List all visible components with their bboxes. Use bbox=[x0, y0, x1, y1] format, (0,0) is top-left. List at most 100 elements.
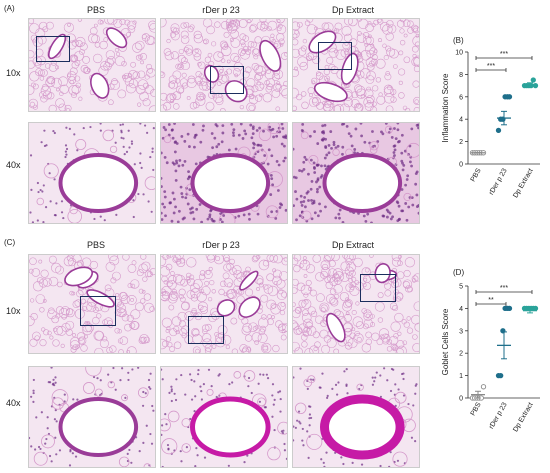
cell-nucleus bbox=[329, 130, 333, 133]
alveolus bbox=[329, 277, 338, 286]
cell-nucleus bbox=[163, 190, 167, 194]
cell-nucleus bbox=[281, 127, 285, 130]
alveolus bbox=[168, 304, 175, 311]
airway bbox=[105, 27, 128, 49]
cell-nucleus bbox=[165, 161, 169, 165]
cell-nucleus bbox=[304, 158, 308, 162]
alveolus bbox=[414, 322, 419, 332]
alveolus bbox=[281, 88, 287, 99]
alveolus bbox=[411, 275, 419, 283]
alveolus bbox=[104, 19, 115, 25]
airway-lumen bbox=[58, 153, 139, 213]
cell-nucleus bbox=[381, 132, 385, 136]
cell-nucleus bbox=[45, 437, 48, 441]
cell-nucleus bbox=[247, 212, 251, 216]
alveolus bbox=[391, 257, 402, 267]
alveolus bbox=[187, 278, 196, 287]
alveolus bbox=[195, 95, 206, 106]
cell-nucleus bbox=[393, 127, 396, 130]
alveolus bbox=[45, 77, 56, 88]
cell-nucleus bbox=[210, 132, 214, 135]
alveolus bbox=[121, 74, 127, 79]
alveolus bbox=[119, 291, 127, 299]
alveolus bbox=[383, 54, 389, 61]
alveolus bbox=[29, 71, 40, 82]
cell-nucleus bbox=[371, 130, 374, 133]
cell-nucleus bbox=[327, 144, 331, 147]
alveolus bbox=[163, 280, 168, 285]
alveolus bbox=[256, 81, 261, 86]
cell-nucleus bbox=[345, 124, 349, 128]
alveolus bbox=[193, 33, 204, 44]
cell-nucleus bbox=[371, 376, 374, 379]
alveolus bbox=[304, 20, 311, 26]
alveolus bbox=[301, 101, 309, 110]
alveolus bbox=[199, 288, 205, 294]
cell-nucleus bbox=[42, 220, 45, 223]
alveolus bbox=[300, 284, 312, 296]
alveolus bbox=[251, 255, 259, 263]
alveolus bbox=[215, 336, 226, 348]
alveolus bbox=[89, 27, 98, 35]
alveolus bbox=[230, 29, 239, 39]
cell-nucleus bbox=[259, 373, 262, 376]
cell-nucleus bbox=[151, 150, 154, 153]
alveolus bbox=[142, 98, 151, 107]
cell-nucleus bbox=[32, 378, 35, 382]
alveolus bbox=[387, 85, 392, 91]
cell-nucleus bbox=[54, 436, 57, 439]
cell-nucleus bbox=[316, 142, 320, 145]
cell-nucleus bbox=[139, 161, 142, 165]
alveolus bbox=[305, 279, 312, 286]
cell-nucleus bbox=[294, 190, 297, 193]
cell-nucleus bbox=[383, 367, 386, 370]
alveolus bbox=[39, 339, 47, 347]
cell-nucleus bbox=[320, 174, 324, 177]
cell-nucleus bbox=[172, 211, 176, 215]
alveolus bbox=[58, 307, 70, 319]
cell-nucleus bbox=[323, 164, 327, 168]
cell-nucleus bbox=[142, 441, 145, 444]
x-tick-label: rDer p 23 bbox=[488, 401, 509, 430]
cell-nucleus bbox=[170, 390, 173, 393]
alveolus bbox=[161, 288, 167, 296]
cell-nucleus bbox=[60, 200, 64, 203]
airway bbox=[224, 80, 248, 103]
cell-nucleus bbox=[326, 396, 329, 399]
alveolus bbox=[258, 317, 269, 329]
cell-nucleus bbox=[373, 380, 376, 383]
alveolus bbox=[378, 38, 382, 43]
alveolus bbox=[300, 91, 307, 97]
cell-nucleus bbox=[124, 396, 127, 399]
cell-nucleus bbox=[168, 391, 171, 394]
cell-nucleus bbox=[170, 388, 173, 391]
cell-nucleus bbox=[167, 123, 171, 126]
alveolus bbox=[67, 22, 71, 27]
alveolus bbox=[82, 382, 95, 394]
cell-nucleus bbox=[121, 123, 125, 126]
alveolus bbox=[392, 451, 408, 467]
cell-nucleus bbox=[306, 190, 310, 194]
cell-nucleus bbox=[301, 123, 305, 126]
col-header-pbs-top: PBS bbox=[86, 5, 105, 15]
alveolus bbox=[112, 271, 121, 281]
cell-nucleus bbox=[130, 461, 133, 464]
alveolus bbox=[357, 19, 362, 22]
y-tick-label: 0 bbox=[459, 396, 463, 403]
cell-nucleus bbox=[64, 144, 68, 147]
cell-nucleus bbox=[394, 383, 397, 386]
alveolus bbox=[247, 41, 255, 48]
cell-nucleus bbox=[219, 212, 223, 216]
alveolus bbox=[412, 25, 419, 34]
cell-nucleus bbox=[35, 416, 38, 419]
cell-nucleus bbox=[318, 386, 321, 389]
alveolus bbox=[246, 102, 256, 111]
alveolus bbox=[162, 102, 172, 111]
airway-lumen bbox=[320, 394, 405, 460]
alveolus bbox=[230, 38, 241, 48]
cell-nucleus bbox=[137, 192, 140, 196]
alveolus bbox=[275, 84, 281, 90]
cell-nucleus bbox=[271, 127, 275, 131]
cell-nucleus bbox=[194, 133, 198, 137]
alveolus bbox=[204, 344, 213, 352]
